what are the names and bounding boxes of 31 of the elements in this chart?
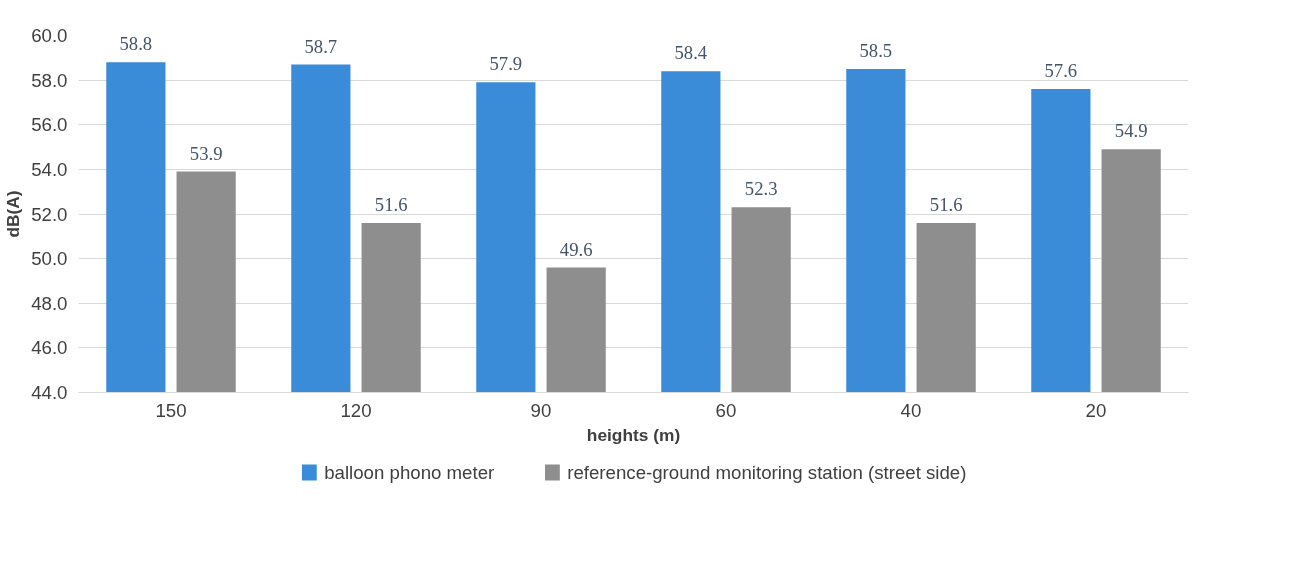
data-label: 53.9 [189, 142, 223, 164]
data-label: 58.5 [859, 39, 893, 61]
y-axis-title: dB(A) [3, 190, 24, 238]
data-label: 58.8 [119, 33, 153, 55]
x-tick-label: 90 [530, 399, 552, 421]
legend-label: balloon phono meter [324, 462, 495, 483]
y-tick-label: 52.0 [31, 203, 68, 225]
y-tick-label: 56.0 [31, 114, 68, 136]
data-label: 58.4 [674, 42, 708, 64]
y-tick-label: 54.0 [31, 158, 68, 180]
data-label: 58.7 [304, 35, 338, 57]
y-tick-label: 48.0 [31, 292, 68, 314]
data-label: 57.9 [489, 53, 523, 75]
y-tick-label: 58.0 [31, 69, 68, 91]
data-label: 51.6 [929, 193, 963, 215]
data-label: 54.9 [1114, 120, 1148, 142]
data-label: 49.6 [559, 238, 593, 260]
x-tick-label: 120 [340, 399, 372, 421]
y-tick-label: 60.0 [31, 25, 68, 46]
x-tick-label: 20 [1085, 399, 1107, 421]
x-axis-title: heights (m) [586, 424, 681, 445]
data-label: 52.3 [744, 178, 778, 200]
x-tick-label: 150 [155, 399, 187, 421]
data-label: 51.6 [374, 193, 408, 215]
x-tick-label: 40 [900, 399, 922, 421]
y-tick-label: 46.0 [31, 337, 68, 359]
y-tick-label: 44.0 [31, 382, 68, 403]
legend-label: reference-ground monitoring station (street side) [567, 462, 967, 483]
data-label: 57.6 [1044, 60, 1078, 82]
y-tick-label: 50.0 [31, 248, 68, 270]
x-tick-label: 60 [715, 399, 737, 421]
